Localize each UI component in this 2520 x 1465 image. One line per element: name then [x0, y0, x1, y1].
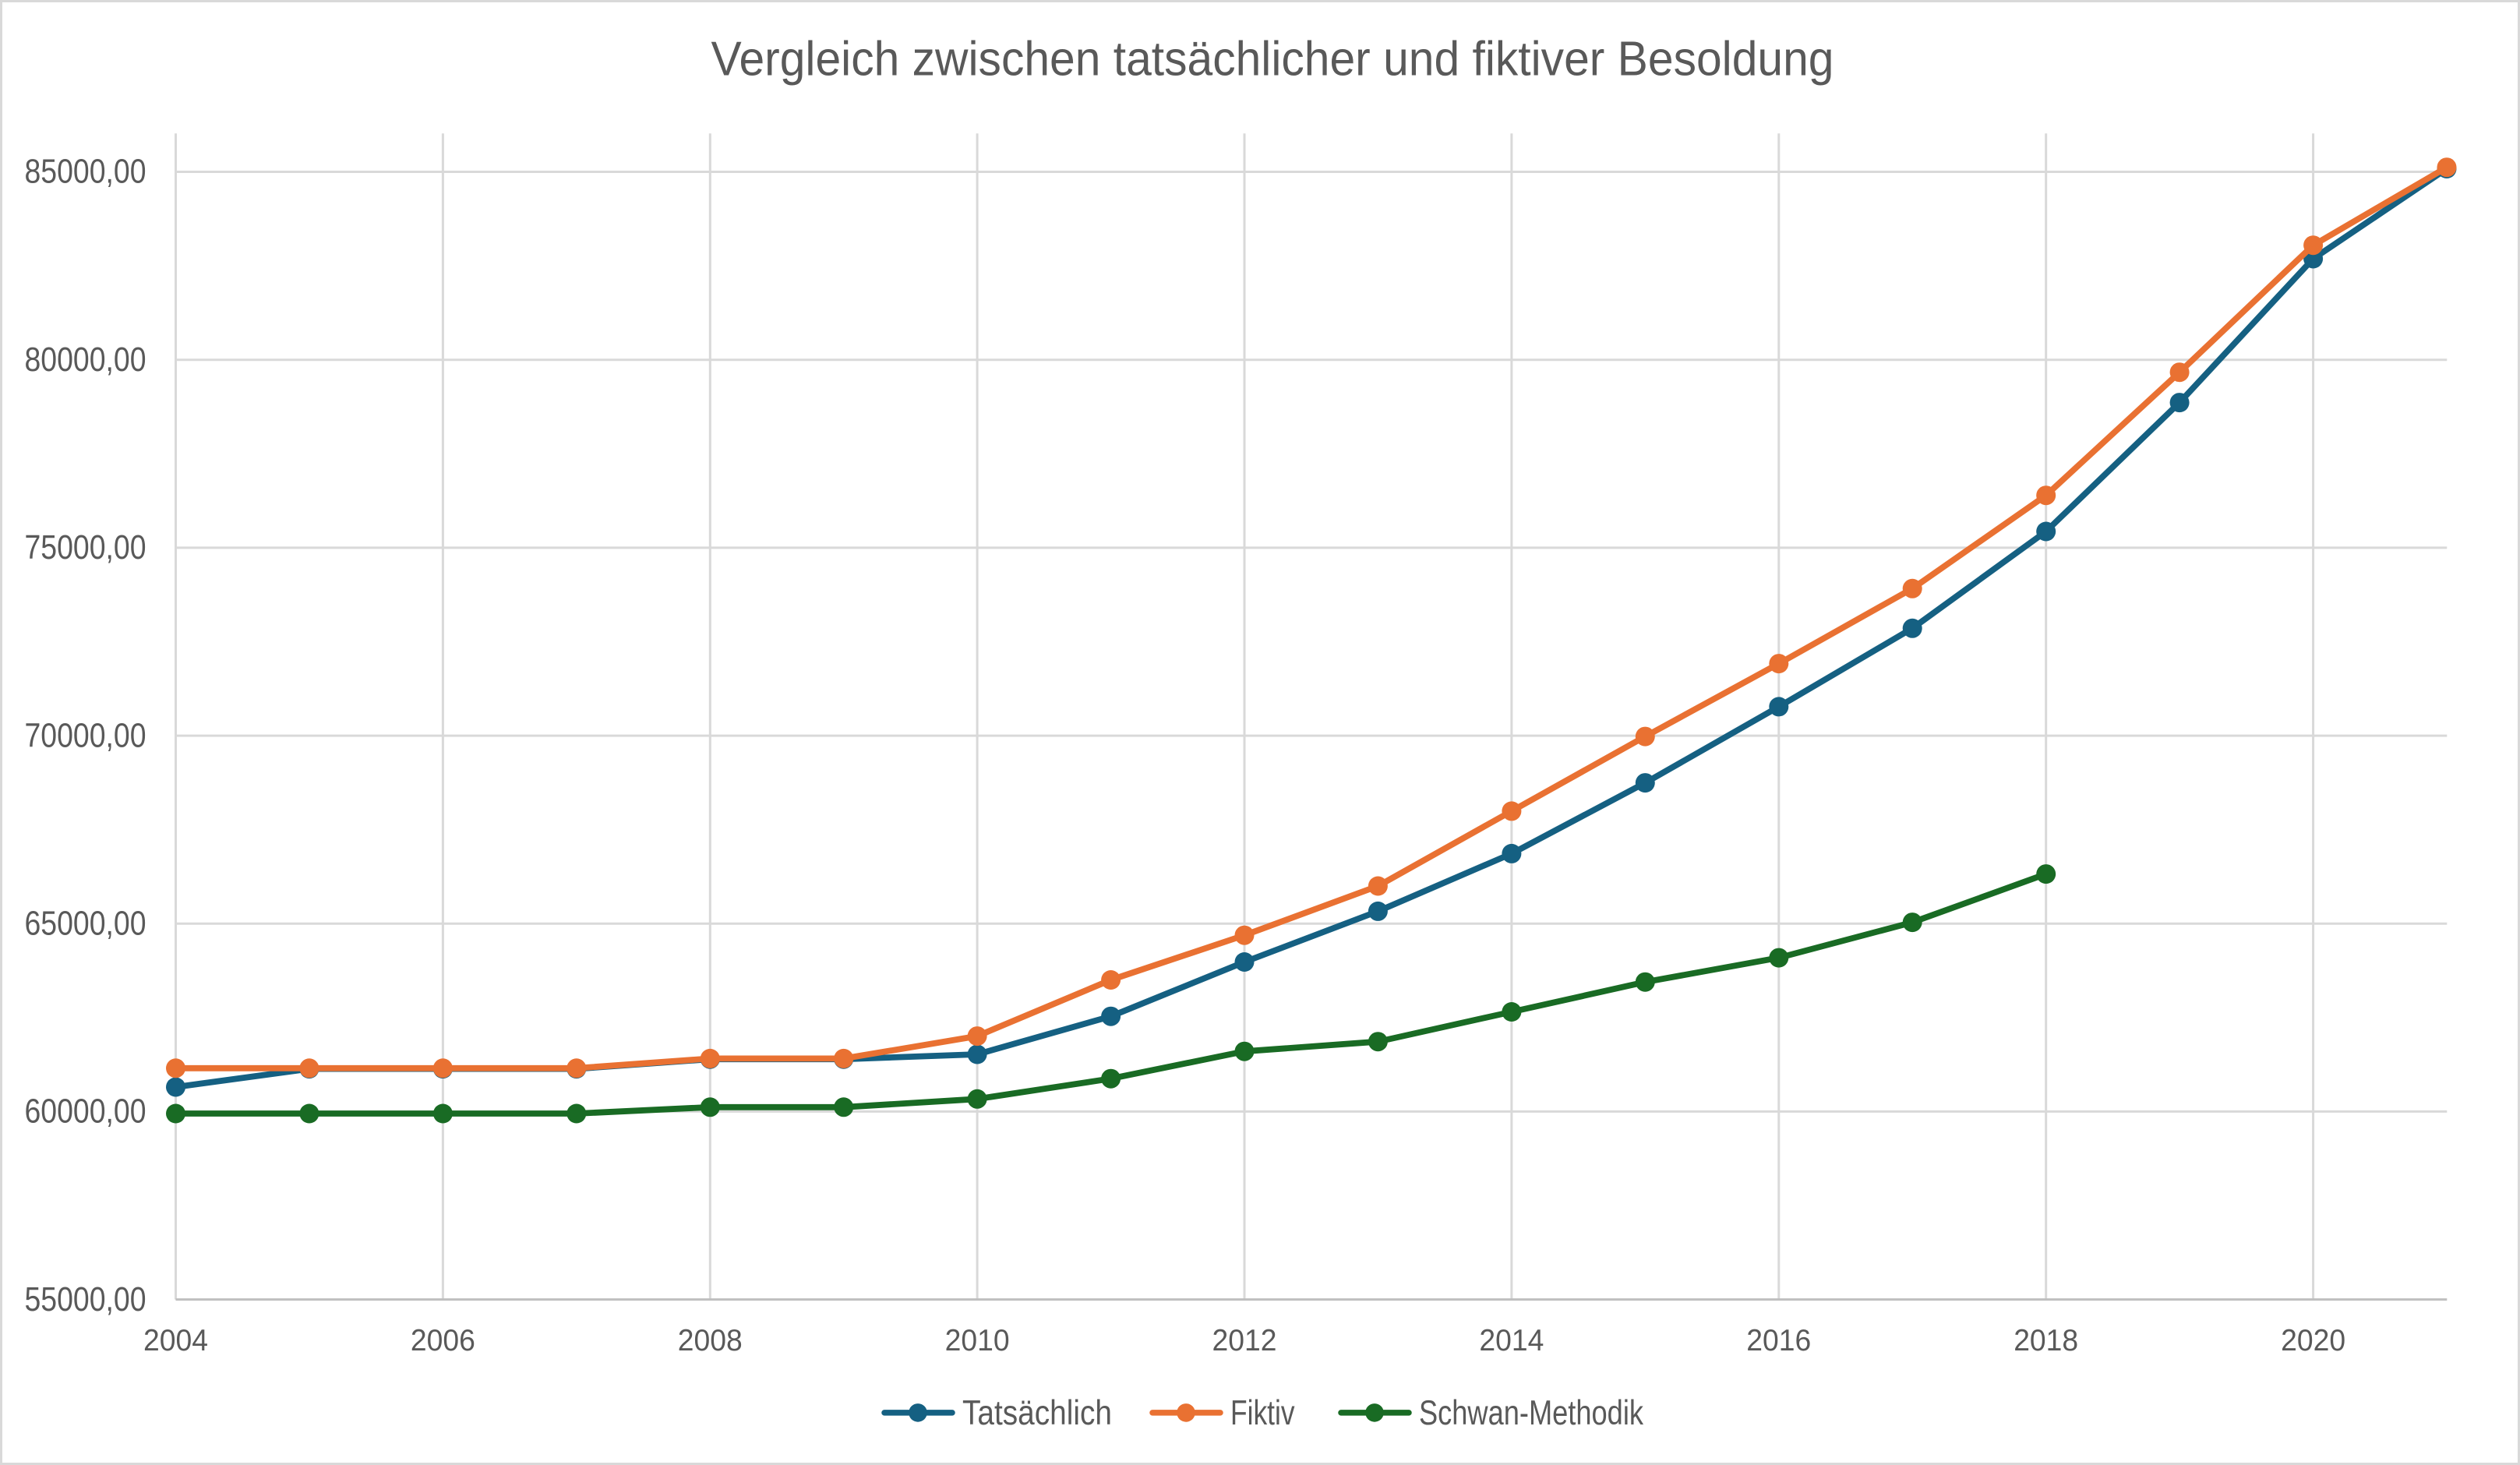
- svg-text:55000,00: 55000,00: [25, 1280, 146, 1318]
- svg-text:2020: 2020: [2281, 1324, 2345, 1357]
- svg-text:2004: 2004: [143, 1324, 208, 1357]
- svg-text:2008: 2008: [678, 1324, 743, 1357]
- svg-text:85000,00: 85000,00: [25, 153, 146, 191]
- svg-text:Tatsächlich: Tatsächlich: [962, 1394, 1112, 1432]
- svg-text:2016: 2016: [1746, 1324, 1811, 1357]
- svg-text:Fiktiv: Fiktiv: [1230, 1394, 1295, 1432]
- svg-text:80000,00: 80000,00: [25, 341, 146, 379]
- svg-text:2006: 2006: [411, 1324, 475, 1357]
- svg-text:70000,00: 70000,00: [25, 716, 146, 754]
- svg-text:65000,00: 65000,00: [25, 905, 146, 943]
- svg-text:Vergleich zwischen tatsächlich: Vergleich zwischen tatsächlicher und fik…: [711, 33, 1834, 86]
- svg-text:Schwan-Methodik: Schwan-Methodik: [1419, 1394, 1644, 1432]
- svg-text:60000,00: 60000,00: [25, 1093, 146, 1131]
- svg-text:75000,00: 75000,00: [25, 528, 146, 567]
- svg-text:2014: 2014: [1479, 1324, 1544, 1357]
- svg-text:2018: 2018: [2014, 1324, 2078, 1357]
- svg-text:2012: 2012: [1212, 1324, 1277, 1357]
- svg-text:2010: 2010: [945, 1324, 1010, 1357]
